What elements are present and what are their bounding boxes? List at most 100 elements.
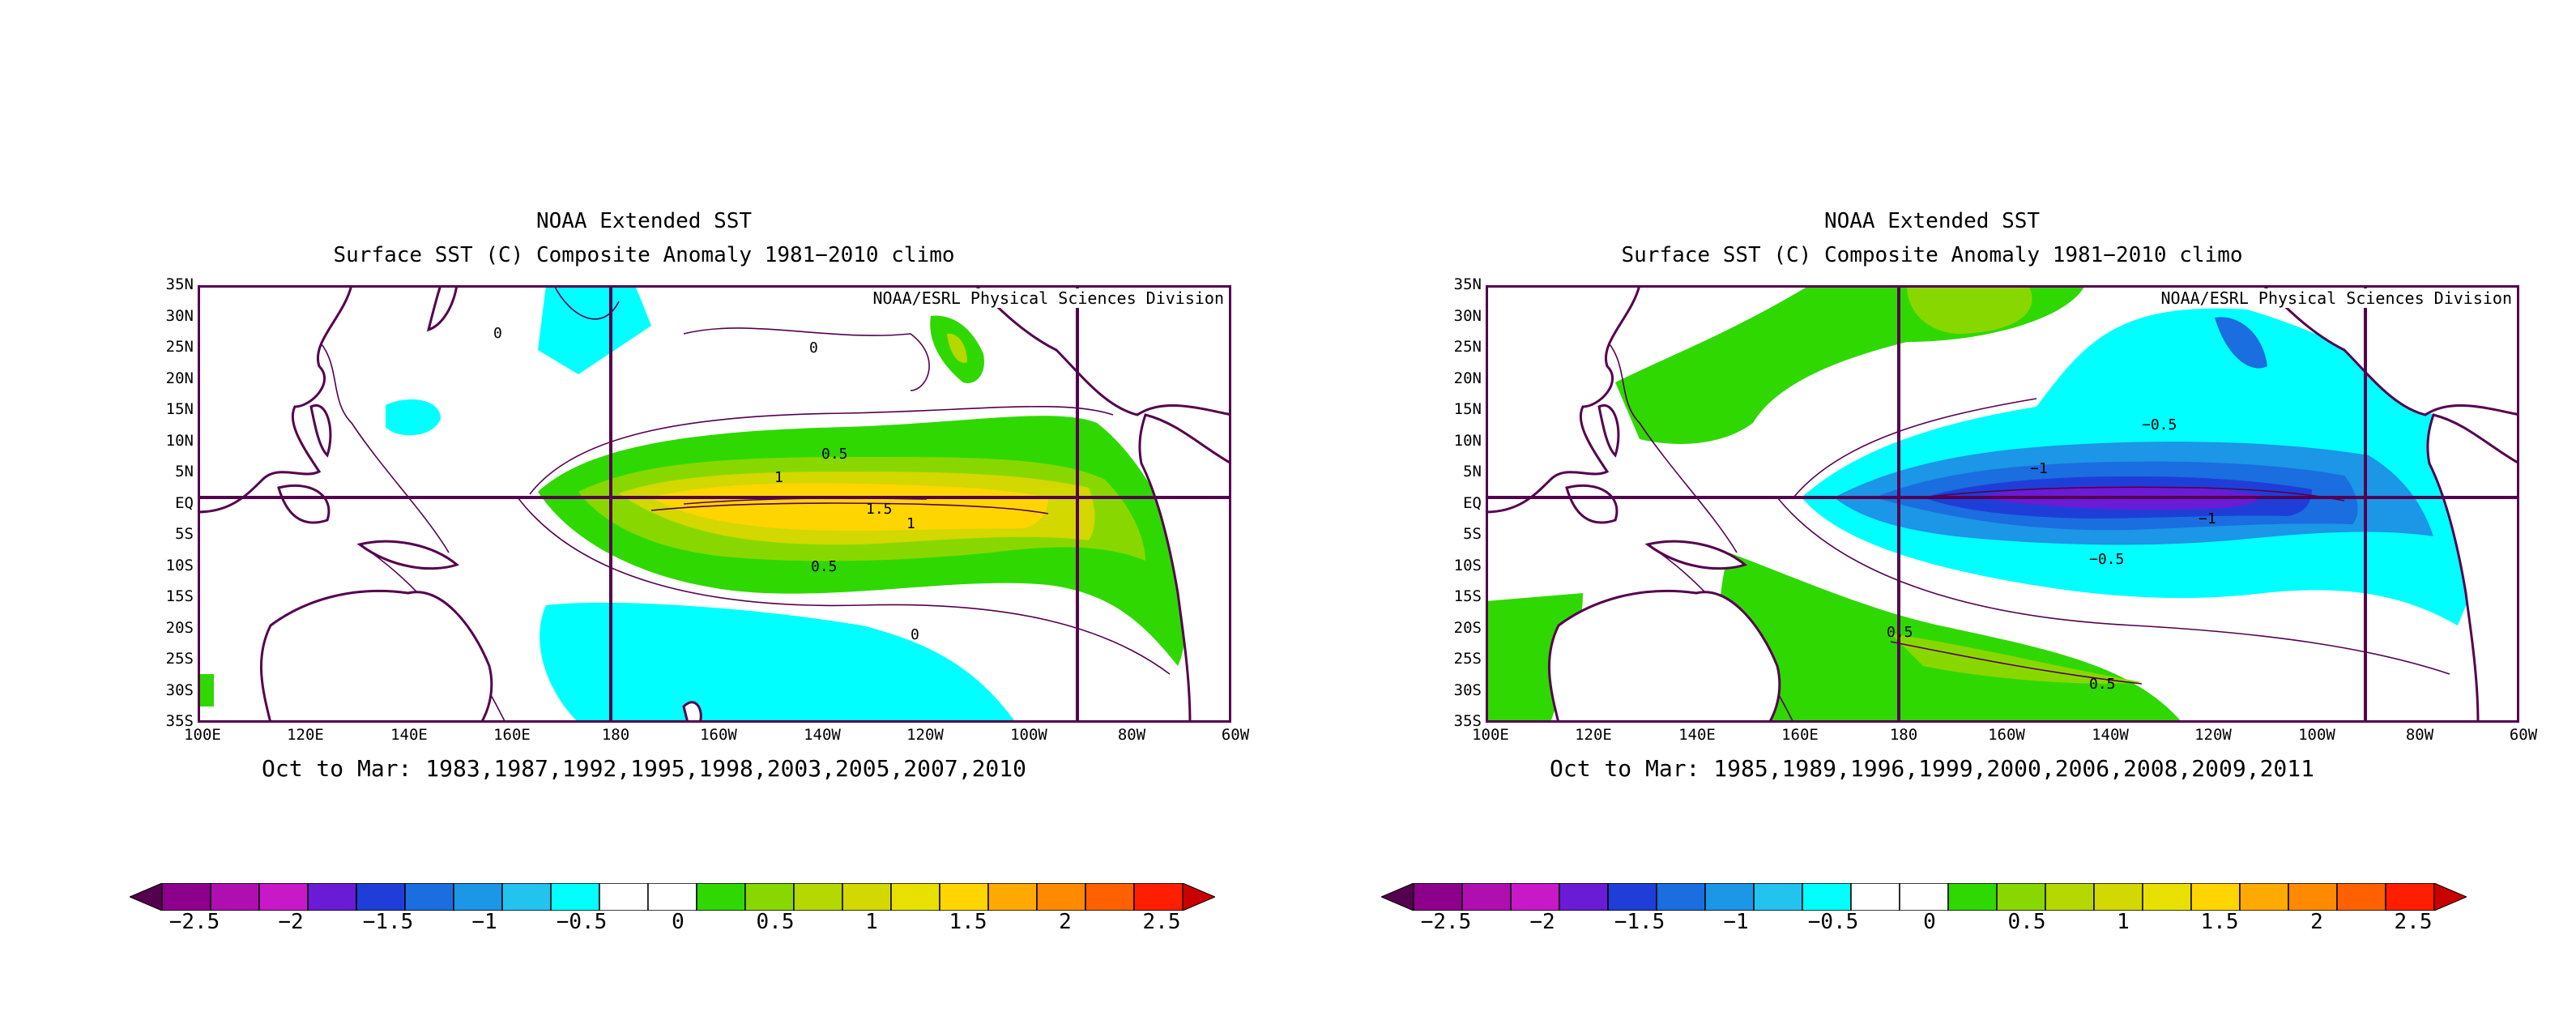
colorbar-swatch — [258, 882, 309, 911]
y-tick: 35S — [1453, 712, 1482, 730]
y-tick: 35S — [165, 712, 194, 730]
y-tick: EQ — [1463, 494, 1482, 512]
colorbar-end-low — [128, 882, 163, 911]
colorbar-swatch — [210, 882, 260, 911]
x-tick: 180 — [1889, 726, 1918, 744]
contour-label: −0.5 — [2089, 551, 2124, 568]
colorbar-swatch — [1461, 882, 1512, 911]
north-america — [2261, 285, 2519, 416]
contour-label: −1 — [2199, 510, 2216, 527]
x-tick: 120E — [1575, 726, 1612, 744]
colorbar-tick: −1 — [1723, 910, 1749, 934]
x-tick: 100W — [1010, 726, 1047, 744]
colorbar-swatch — [550, 882, 600, 911]
colorbar-swatch — [356, 882, 406, 911]
sst-anomaly-map: 0 0 0.5 1 1.5 1 0.5 0 NOAA/ESRL Physical… — [198, 285, 1231, 723]
contour-label: 0.5 — [1887, 624, 1913, 641]
y-tick: 20S — [1453, 619, 1482, 637]
contour-label: 0 — [493, 325, 502, 342]
x-tick: 160W — [700, 726, 737, 744]
y-tick: 15S — [1453, 587, 1482, 605]
colorbar-swatch — [1753, 882, 1803, 911]
colorbar-tick: 1 — [2117, 910, 2130, 934]
australia-landmass — [1547, 589, 1781, 723]
map-subtitle: Surface SST (C) Composite Anomaly 1981−2… — [1621, 243, 2243, 267]
anomaly-shade-positive — [1891, 634, 2142, 684]
x-tick: 140W — [804, 726, 841, 744]
colorbar-tick: −1 — [471, 910, 497, 934]
x-tick: 80W — [1117, 726, 1146, 744]
colorbar-tick: 0.5 — [2007, 910, 2046, 934]
y-tick: 30N — [165, 307, 194, 325]
anomaly-shade-negative — [198, 674, 214, 706]
colorbar-tick: 0.5 — [756, 910, 795, 934]
y-tick: 20N — [165, 369, 194, 387]
y-tick: 30S — [165, 681, 194, 699]
colorbar-tick: 2 — [1059, 910, 1072, 934]
y-tick: 5S — [1463, 525, 1482, 543]
y-tick: 10S — [165, 557, 194, 574]
y-tick: 25S — [165, 650, 194, 668]
colorbar-swatch — [161, 882, 211, 911]
colorbar-tick: −0.5 — [556, 910, 608, 934]
colorbar-tick: 2.5 — [2394, 910, 2433, 934]
colorbar-swatch — [842, 882, 892, 911]
new-zealand — [682, 701, 702, 723]
y-tick: 5N — [1463, 463, 1482, 480]
colorbar — [1380, 882, 2468, 914]
colorbar-swatch — [1085, 882, 1135, 911]
y-tick: 30N — [1453, 307, 1482, 325]
x-tick: 120E — [287, 726, 324, 744]
colorbar — [128, 882, 1217, 914]
colorbar-swatch — [2093, 882, 2143, 911]
anomaly-shade-1 — [947, 333, 967, 363]
contour-label: 1.5 — [866, 501, 893, 518]
x-tick: 160W — [1988, 726, 2025, 744]
x-tick: 120W — [906, 726, 944, 744]
colorbar-swatch — [696, 882, 746, 911]
colorbar-swatch — [1802, 882, 1852, 911]
anomaly-shade-negative — [540, 602, 1016, 723]
colorbar-swatch — [2336, 882, 2386, 911]
colorbar-swatch — [404, 882, 454, 911]
x-tick: 60W — [1221, 726, 1250, 744]
colorbar-swatches — [128, 882, 1217, 911]
colorbar-swatch — [1607, 882, 1657, 911]
y-tick: 10N — [1453, 432, 1482, 450]
y-tick: 15N — [165, 400, 194, 418]
colorbar-swatch — [2045, 882, 2095, 911]
map-subtitle: Surface SST (C) Composite Anomaly 1981−2… — [333, 243, 955, 267]
colorbar-swatch — [2288, 882, 2338, 911]
colorbar-swatch — [1947, 882, 1998, 911]
x-tick: 100E — [184, 726, 221, 744]
colorbar-tick: −1.5 — [1614, 910, 1665, 934]
y-tick: 35N — [1453, 275, 1482, 293]
composite-years-caption: Oct to Mar: 1983,1987,1992,1995,1998,200… — [261, 755, 1026, 782]
colorbar-swatch — [1850, 882, 1900, 911]
colorbar-tick: −0.5 — [1807, 910, 1859, 934]
y-tick: 20N — [1453, 369, 1482, 387]
colorbar-swatch — [1413, 882, 1463, 911]
philippines — [309, 403, 332, 458]
contour-label: 1 — [774, 469, 783, 486]
colorbar-swatch — [2239, 882, 2289, 911]
colorbar-end-high — [2433, 882, 2468, 911]
contour-label: 0 — [911, 626, 919, 643]
japan — [426, 285, 458, 332]
y-tick: 35N — [165, 275, 194, 293]
colorbar-swatch — [1996, 882, 2046, 911]
colorbar-tick: −2.5 — [1420, 910, 1472, 934]
colorbar-tick: −2.5 — [168, 910, 220, 934]
y-tick: 25N — [1453, 338, 1482, 356]
colorbar-swatch — [744, 882, 795, 911]
colorbar-tick: 0 — [672, 910, 685, 934]
contour-label: 0.5 — [2089, 676, 2116, 693]
warm-composite-panel: NOAA Extended SST Surface SST (C) Compos… — [128, 209, 1250, 934]
colorbar-swatch — [1704, 882, 1755, 911]
y-tick: 20S — [165, 619, 194, 637]
colorbar-tick: 0 — [1923, 910, 1936, 934]
x-tick: 120W — [2194, 726, 2232, 744]
new-guinea — [1644, 540, 1748, 570]
new-guinea — [356, 540, 460, 570]
x-tick: 100E — [1472, 726, 1509, 744]
